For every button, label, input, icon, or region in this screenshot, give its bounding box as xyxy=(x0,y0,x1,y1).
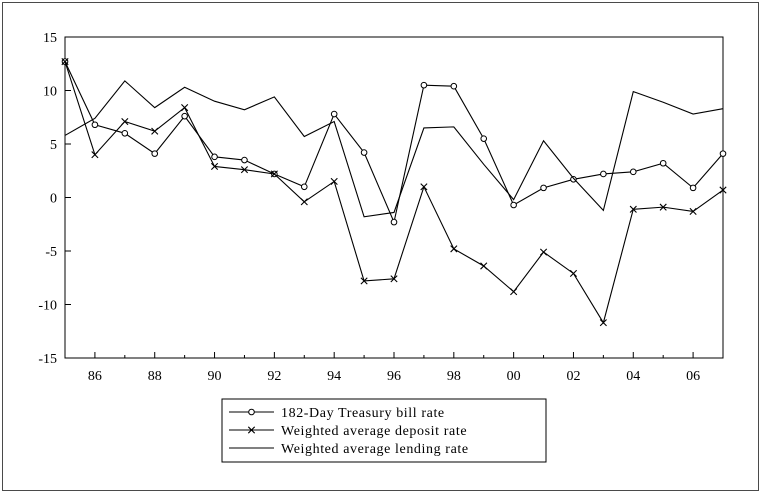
series-1-point-6 xyxy=(240,166,249,174)
series-0-point-5 xyxy=(211,153,218,161)
y-tick-label-2: 5 xyxy=(50,138,57,153)
series-1-point-13 xyxy=(450,245,458,253)
series-layer xyxy=(61,58,727,327)
y-tick-label-0: 15 xyxy=(43,31,57,46)
series-0-point-12 xyxy=(420,81,428,89)
legend-label-0: 182-Day Treasury bill rate xyxy=(281,406,445,421)
legend-label-1: Weighted average deposit rate xyxy=(281,424,467,439)
series-1-point-8 xyxy=(300,198,308,206)
series-1-point-0 xyxy=(61,58,69,66)
series-0-point-16 xyxy=(540,184,547,192)
x-tick-label-1: 88 xyxy=(148,369,162,384)
y-tick-label-1: 10 xyxy=(43,85,57,100)
y-tick-label-4: -5 xyxy=(45,245,57,260)
legend-entry-2: Weighted average lending rate xyxy=(229,442,469,457)
series-1-point-9 xyxy=(330,177,338,186)
x-tick-label-0: 86 xyxy=(88,369,102,384)
x-tick-label-6: 98 xyxy=(447,369,461,384)
series-0-point-18 xyxy=(600,170,607,178)
series-0-point-8 xyxy=(300,183,308,191)
series-1-point-20 xyxy=(659,203,667,211)
series-0-point-22 xyxy=(719,150,727,157)
legend-entry-1: Weighted average deposit rate xyxy=(229,424,467,439)
series-0-point-9 xyxy=(330,110,338,118)
series-0 xyxy=(61,58,727,226)
series-0-point-19 xyxy=(629,168,637,176)
series-0-point-14 xyxy=(480,135,488,142)
series-1-point-3 xyxy=(151,127,159,135)
series-1-point-11 xyxy=(390,275,398,283)
x-tick-label-4: 94 xyxy=(327,369,341,384)
x-tick-label-9: 04 xyxy=(626,369,640,384)
series-1-point-21 xyxy=(689,207,697,215)
series-1-point-14 xyxy=(480,262,488,270)
series-0-point-2 xyxy=(121,130,129,137)
series-0-point-20 xyxy=(659,159,667,167)
series-0-point-13 xyxy=(450,82,458,90)
legend: 182-Day Treasury bill rate Weighted avera… xyxy=(221,398,547,463)
series-1-point-12 xyxy=(420,183,428,191)
series-1-point-18 xyxy=(599,319,607,327)
series-1-point-22 xyxy=(719,186,727,194)
x-tick-label-2: 90 xyxy=(208,369,222,384)
y-tick-label-5: -10 xyxy=(38,299,57,314)
series-0-point-11 xyxy=(390,218,398,226)
series-0-point-17 xyxy=(570,176,577,183)
legend-label-2: Weighted average lending rate xyxy=(281,442,469,457)
legend-entry-0: 182-Day Treasury bill rate xyxy=(229,406,445,421)
x-axis: 86 88 90 92 94 96 98 00 02 04 06 xyxy=(64,352,724,384)
series-1-point-4 xyxy=(181,104,189,112)
y-tick-label-3: 0 xyxy=(50,192,57,207)
series-1-point-19 xyxy=(629,205,637,213)
series-2-line xyxy=(64,80,724,218)
series-0-point-3 xyxy=(151,150,159,157)
x-tick-label-7: 00 xyxy=(507,369,521,384)
series-1-line xyxy=(64,61,724,325)
plot-area xyxy=(64,36,724,359)
legend-marker-1 xyxy=(247,426,256,434)
series-2 xyxy=(64,80,724,218)
y-axis: 15 10 5 0 -5 -10 -15 xyxy=(38,31,71,367)
legend-marker-0 xyxy=(248,408,255,416)
series-1-point-1 xyxy=(91,151,99,159)
series-1-point-15 xyxy=(510,288,518,296)
legend-box xyxy=(221,398,547,463)
series-1-point-16 xyxy=(539,248,548,256)
series-1-point-7 xyxy=(270,170,278,178)
series-0-point-15 xyxy=(510,201,517,209)
series-1-point-2 xyxy=(121,117,129,126)
series-0-point-1 xyxy=(91,121,99,129)
series-0-point-4 xyxy=(181,112,188,120)
x-tick-label-10: 06 xyxy=(686,369,700,384)
x-tick-label-5: 96 xyxy=(387,369,401,384)
series-1-point-10 xyxy=(360,277,368,285)
series-0-point-21 xyxy=(689,184,697,192)
series-1 xyxy=(61,58,727,327)
series-0-point-10 xyxy=(360,149,368,156)
x-tick-label-8: 02 xyxy=(566,369,580,384)
series-1-point-5 xyxy=(210,162,219,171)
x-tick-label-3: 92 xyxy=(267,369,281,384)
series-0-point-6 xyxy=(241,156,248,164)
y-tick-label-6: -15 xyxy=(38,352,57,367)
series-0-line xyxy=(64,61,724,224)
series-1-point-17 xyxy=(569,269,578,278)
